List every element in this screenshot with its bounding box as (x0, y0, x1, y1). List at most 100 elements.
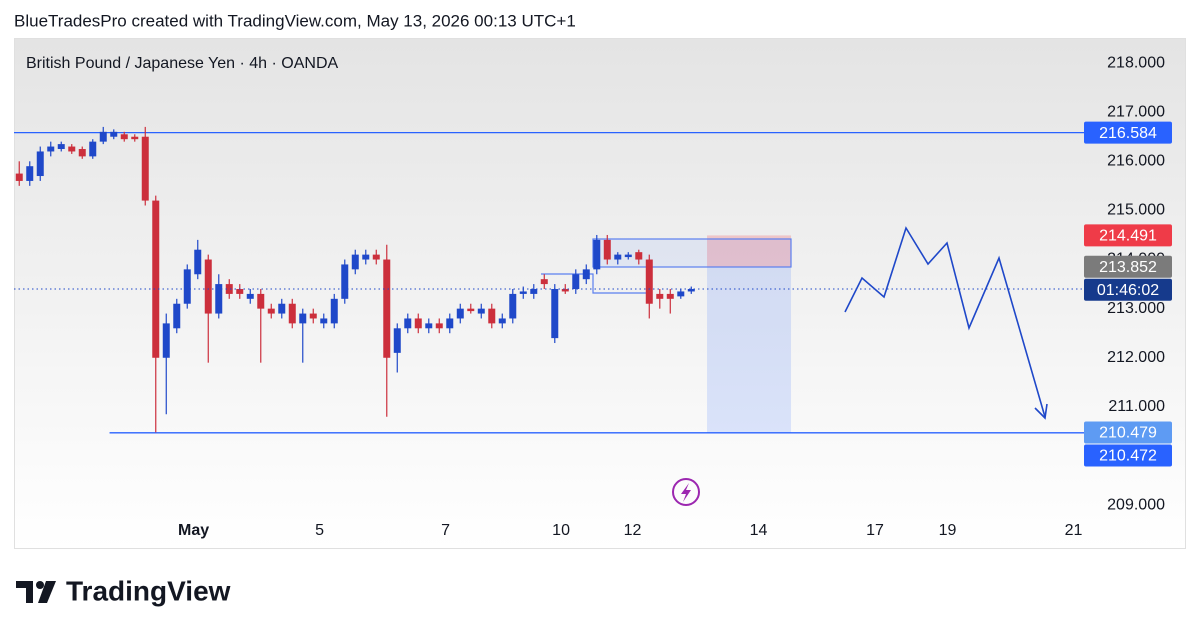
price-label-box (1084, 224, 1172, 247)
candle-body (141, 136, 149, 201)
x-tick-label: May (178, 522, 209, 539)
candle-body (204, 259, 212, 314)
candle-body (15, 173, 23, 181)
x-tick-label: 14 (750, 522, 768, 539)
candle-body (267, 308, 275, 314)
price-label-box (1084, 255, 1172, 278)
candle-body (320, 318, 328, 324)
candle-body (456, 308, 464, 319)
candle-body (288, 303, 296, 324)
y-tick-label: 218.000 (1107, 54, 1165, 71)
price-label: 210.472 (1099, 448, 1157, 465)
logo-dot (36, 581, 44, 589)
candle-body (99, 131, 107, 142)
candle-body (551, 288, 559, 339)
candle-body (110, 131, 118, 137)
candle-body (78, 149, 86, 157)
candle-body (120, 134, 128, 140)
y-tick-label: 217.000 (1107, 103, 1165, 120)
candle-body (561, 288, 569, 292)
candle-body (152, 200, 160, 358)
x-tick-label: 5 (315, 522, 324, 539)
candle-body (194, 249, 202, 275)
price-label: 210.479 (1099, 425, 1157, 442)
price-label: 01:46:02 (1097, 282, 1159, 299)
candle-body (582, 269, 590, 280)
candle-body (477, 308, 485, 314)
candle-body (645, 259, 653, 304)
price-label: 213.852 (1099, 259, 1157, 276)
candle-body (36, 151, 44, 177)
candle-body (687, 288, 695, 292)
y-tick-label: 215.000 (1107, 202, 1165, 219)
price-label-box (1084, 444, 1172, 467)
range-box (592, 238, 792, 268)
candle-body (246, 293, 254, 299)
candle-body (519, 291, 527, 294)
candle-body (435, 323, 443, 329)
x-tick-label: 17 (866, 522, 884, 539)
candle-body (383, 259, 391, 358)
symbol-title: British Pound / Japanese Yen · 4h · OAND… (26, 55, 339, 72)
candle-body (162, 323, 170, 358)
candle-body (173, 303, 181, 329)
logo: TradingView (16, 575, 231, 606)
logo-slash (38, 581, 56, 603)
candle-body (309, 313, 317, 319)
price-label-box (1084, 278, 1172, 301)
candle-body (47, 146, 55, 152)
candle-body (236, 288, 244, 294)
candle-body (677, 291, 685, 297)
price-label-box (1084, 421, 1172, 444)
candle-body (362, 254, 370, 260)
x-tick-label: 12 (624, 522, 642, 539)
target-zone (707, 266, 792, 433)
candle-body (131, 136, 139, 140)
x-tick-label: 7 (441, 522, 450, 539)
candle-body (656, 293, 664, 299)
candle-body (635, 252, 643, 260)
candle-body (225, 284, 233, 294)
y-tick-label: 216.000 (1107, 153, 1165, 170)
candle-body (57, 144, 65, 150)
candle-body (488, 308, 496, 324)
candle-body (425, 323, 433, 329)
x-tick-label: 10 (552, 522, 570, 539)
y-tick-label: 209.000 (1107, 496, 1165, 513)
candle-body (372, 254, 380, 260)
event-icon[interactable] (672, 478, 700, 506)
candle-body (446, 318, 454, 329)
candle-body (593, 239, 601, 270)
candle-body (666, 293, 674, 299)
candle-body (341, 264, 349, 299)
candle-body (278, 303, 286, 314)
y-tick-label: 211.000 (1108, 398, 1165, 415)
brand: TradingView (66, 575, 231, 606)
candle-body (540, 279, 548, 285)
candle-body (404, 318, 412, 329)
stop-zone (707, 235, 792, 267)
candle-body (530, 288, 538, 294)
candle-body (509, 293, 517, 319)
candle-body (414, 318, 422, 329)
event-bolt (681, 483, 691, 502)
candle-body (26, 166, 34, 181)
candle-body (68, 146, 76, 152)
price-label: 216.584 (1099, 125, 1157, 142)
candle-body (215, 284, 223, 314)
attribution: BlueTradesPro created with TradingView.c… (14, 11, 576, 30)
y-tick-label: 213.000 (1107, 300, 1165, 317)
candle-body (467, 308, 475, 312)
logo-mark (16, 581, 33, 603)
candle-body (603, 239, 611, 260)
candle-body (393, 328, 401, 353)
price-label-box (1084, 121, 1172, 144)
projection-drawing (844, 226, 1046, 418)
candle-body (624, 254, 632, 258)
projection-arrowhead (1034, 403, 1048, 420)
plot: 209.000210.000211.000212.000213.000214.0… (14, 54, 1172, 539)
range-lines (541, 273, 648, 294)
candle-body (89, 141, 97, 157)
candle-body (498, 318, 506, 324)
